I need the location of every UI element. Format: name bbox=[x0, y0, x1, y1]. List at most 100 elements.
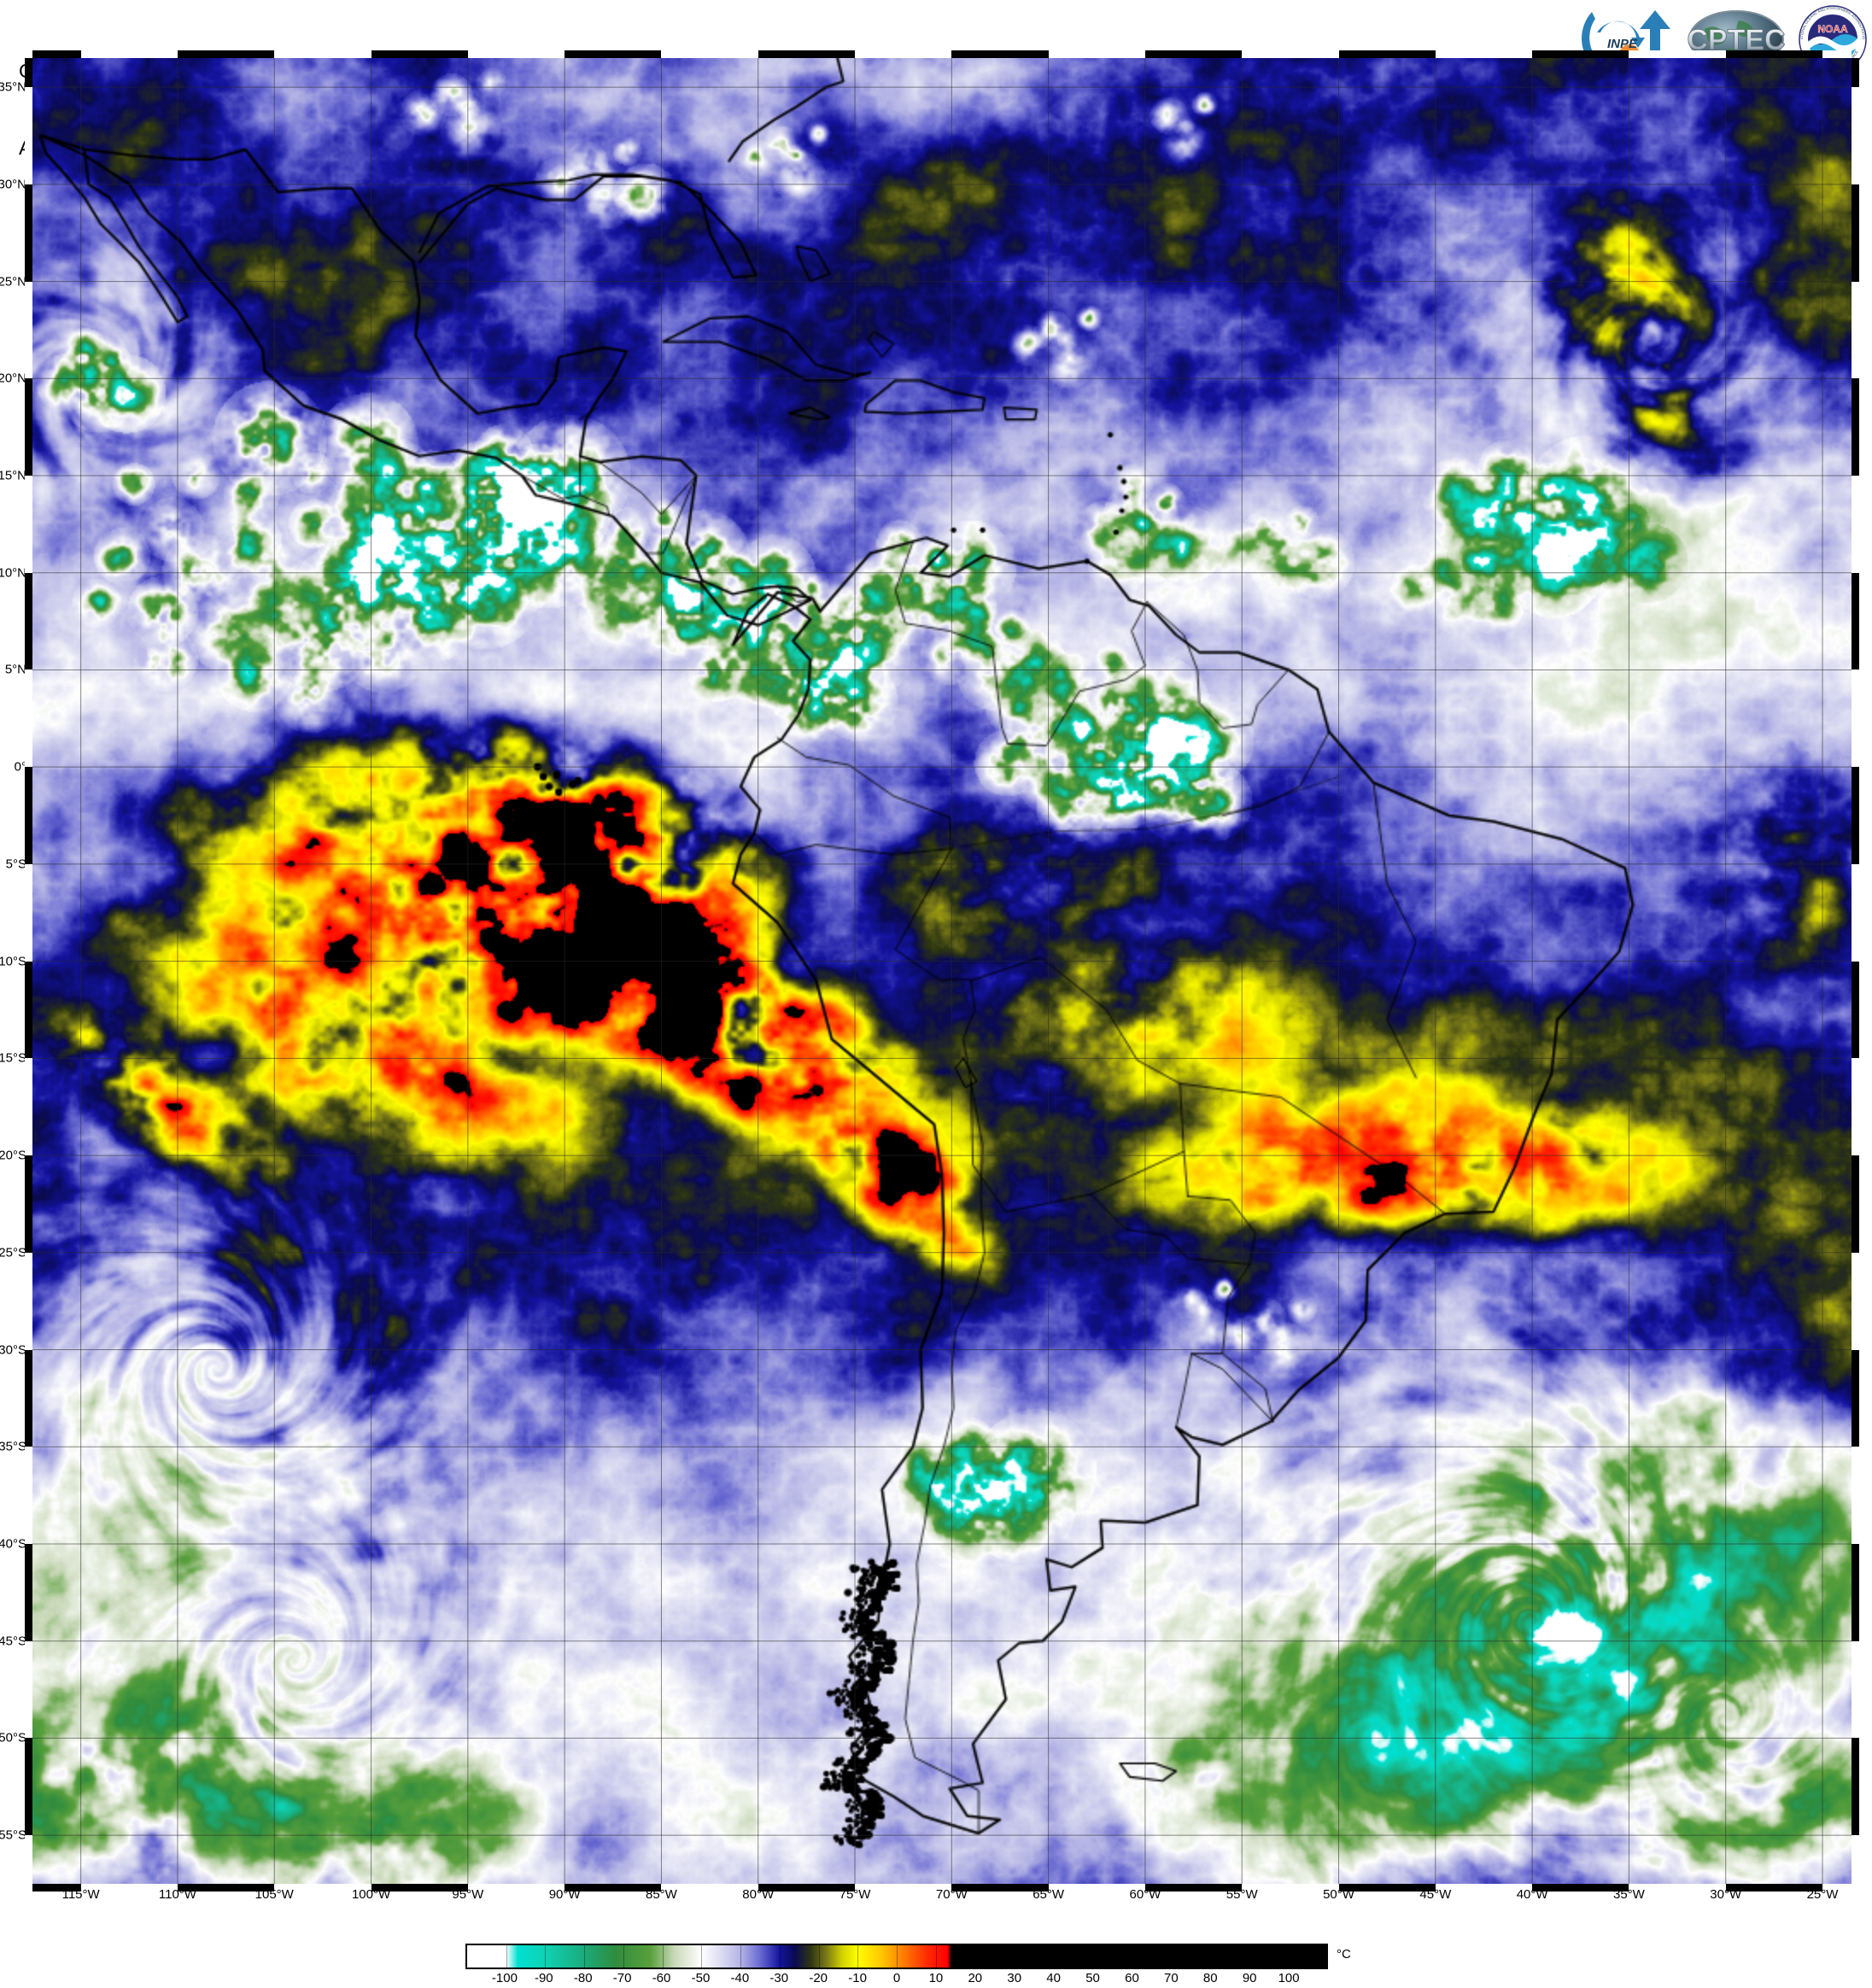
frame-segment bbox=[951, 50, 1049, 58]
colorbar: -100 -90 -80 -70 -60 -50 -40 -30 -20 -10 0 10 20 30 40… bbox=[465, 1944, 1405, 1986]
colorbar-tickmark bbox=[1052, 1945, 1054, 1968]
colorbar-tickmark bbox=[1131, 1945, 1132, 1968]
colorbar-tickmark bbox=[974, 1945, 976, 1968]
latitude-tick-label: 15°N bbox=[0, 468, 26, 483]
satellite-map[interactable] bbox=[32, 58, 1852, 1884]
colorbar-tick-label: 80 bbox=[1202, 1971, 1218, 1985]
svg-text:CPTEC: CPTEC bbox=[1687, 24, 1785, 56]
colorbar-tick-label: -20 bbox=[809, 1971, 828, 1985]
frame-segment bbox=[661, 50, 758, 58]
longitude-axis: 115°W 110°W 105°W 100°W 95°W 90°W 85°W 80°W 75°W… bbox=[32, 1886, 1852, 1908]
colorbar-tickmark bbox=[623, 1945, 624, 1968]
colorbar-tick-label: 60 bbox=[1125, 1971, 1139, 1985]
colorbar-tick-label: 20 bbox=[968, 1971, 983, 1985]
colorbar-tickmark bbox=[1014, 1945, 1015, 1968]
longitude-tick-label: 40°W bbox=[1516, 1887, 1548, 1902]
colorbar-tickmark bbox=[935, 1945, 937, 1968]
colorbar-ticks: -100 -90 -80 -70 -60 -50 -40 -30 -20 -10 0 10 20 30 40… bbox=[465, 1969, 1328, 1986]
colorbar-tickmark bbox=[1170, 1945, 1172, 1968]
frame-segment bbox=[1852, 1155, 1859, 1253]
colorbar-tick-label: -30 bbox=[769, 1971, 789, 1985]
latitude-tick-label: 20°S bbox=[0, 1148, 26, 1163]
latitude-tick-label: 0° bbox=[14, 759, 26, 775]
colorbar-tickmark bbox=[1091, 1945, 1093, 1968]
frame-segment bbox=[1852, 1835, 1859, 1884]
longitude-tick-label: 115°W bbox=[61, 1887, 100, 1902]
longitude-tick-label: 85°W bbox=[646, 1887, 677, 1902]
longitude-tick-label: 70°W bbox=[935, 1887, 968, 1902]
frame-segment bbox=[1048, 50, 1145, 58]
colorbar-tick-label: 0 bbox=[892, 1971, 901, 1985]
frame-segment bbox=[855, 50, 952, 58]
frame-segment bbox=[1852, 1349, 1859, 1447]
latitude-tick-label: 45°S bbox=[0, 1634, 26, 1649]
colorbar-tick-label: 10 bbox=[928, 1971, 944, 1985]
longitude-tick-label: 105°W bbox=[254, 1887, 294, 1902]
latitude-tick-label: 55°S bbox=[0, 1827, 26, 1843]
longitude-tick-label: 75°W bbox=[839, 1887, 871, 1902]
longitude-tick-label: 35°W bbox=[1612, 1887, 1645, 1902]
colorbar-tick-label: 100 bbox=[1278, 1971, 1300, 1985]
longitude-tick-label: 100°W bbox=[351, 1887, 391, 1902]
colorbar-tick-label: -70 bbox=[612, 1971, 632, 1985]
frame-segment bbox=[758, 50, 856, 58]
latitude-tick-label: 10°N bbox=[0, 565, 26, 581]
colorbar-tickmark bbox=[1208, 1945, 1210, 1968]
latitude-tick-label: 50°S bbox=[0, 1730, 26, 1745]
latitude-tick-label: 30°S bbox=[0, 1342, 26, 1358]
colorbar-tick-label: 90 bbox=[1242, 1971, 1257, 1985]
longitude-tick-label: 110°W bbox=[158, 1887, 196, 1902]
colorbar-tickmark bbox=[897, 1945, 898, 1968]
longitude-tick-label: 50°W bbox=[1323, 1887, 1354, 1902]
latitude-tick-label: 5°N bbox=[4, 662, 26, 677]
frame-segment bbox=[1852, 572, 1859, 670]
colorbar-tick-label: -60 bbox=[652, 1971, 671, 1985]
colorbar-tick-label: -50 bbox=[691, 1971, 711, 1985]
latitude-axis: 35°N 30°N 25°N 20°N 15°N 10°N 5°N 0° 5°S 10°S 15°S… bbox=[0, 58, 29, 1884]
longitude-tick-label: 60°W bbox=[1129, 1887, 1161, 1902]
colorbar-gradient-box bbox=[465, 1944, 1328, 1969]
longitude-tick-label: 65°W bbox=[1033, 1887, 1065, 1902]
colorbar-tick-label: 40 bbox=[1046, 1971, 1061, 1985]
colorbar-tick-label: 50 bbox=[1085, 1971, 1100, 1985]
frame-segment bbox=[1852, 1543, 1859, 1641]
longitude-tick-label: 45°W bbox=[1419, 1887, 1452, 1902]
frame-segment bbox=[1852, 184, 1859, 282]
longitude-tick-label: 25°W bbox=[1806, 1887, 1839, 1902]
frame-segment bbox=[1242, 50, 1339, 58]
frame-segment bbox=[1144, 50, 1243, 58]
colorbar-tickmark bbox=[857, 1945, 859, 1968]
frame-segment bbox=[1852, 1252, 1859, 1350]
latitude-tick-label: 25°S bbox=[0, 1245, 26, 1260]
colorbar-tickmark bbox=[584, 1945, 586, 1968]
latitude-tick-label: 5°S bbox=[5, 857, 26, 872]
latitude-tick-label: 10°S bbox=[0, 954, 26, 969]
frame-segment bbox=[1852, 378, 1859, 476]
longitude-tick-label: 80°W bbox=[742, 1887, 775, 1902]
colorbar-tick-label: -80 bbox=[573, 1971, 593, 1985]
frame-segment bbox=[565, 50, 662, 58]
frame-segment bbox=[1852, 669, 1859, 768]
frame-segment bbox=[1852, 1447, 1859, 1544]
colorbar-tick-label: -40 bbox=[730, 1971, 750, 1985]
frame-segment bbox=[1852, 1738, 1859, 1836]
svg-text:INPE: INPE bbox=[1607, 37, 1638, 51]
latitude-tick-label: 35°N bbox=[0, 79, 26, 95]
colorbar-tickmark bbox=[701, 1945, 703, 1968]
colorbar-tick-label: 30 bbox=[1007, 1971, 1022, 1985]
colorbar-tickmark bbox=[662, 1945, 664, 1968]
longitude-tick-label: 90°W bbox=[548, 1887, 581, 1902]
colorbar-tickmark bbox=[779, 1945, 781, 1968]
latitude-tick-label: 20°N bbox=[0, 371, 26, 386]
latitude-tick-label: 25°N bbox=[0, 274, 26, 289]
colorbar-tickmark bbox=[506, 1945, 507, 1968]
frame-segment bbox=[1852, 863, 1859, 962]
svg-text:NOAA: NOAA bbox=[1817, 23, 1848, 35]
colorbar-tickmark bbox=[740, 1945, 742, 1968]
colorbar-tickmark bbox=[1287, 1945, 1289, 1968]
longitude-tick-label: 55°W bbox=[1226, 1887, 1258, 1902]
colorbar-tick-label: -10 bbox=[848, 1971, 867, 1985]
colorbar-gradient bbox=[467, 1945, 1326, 1968]
colorbar-tick-label: -90 bbox=[534, 1971, 553, 1985]
